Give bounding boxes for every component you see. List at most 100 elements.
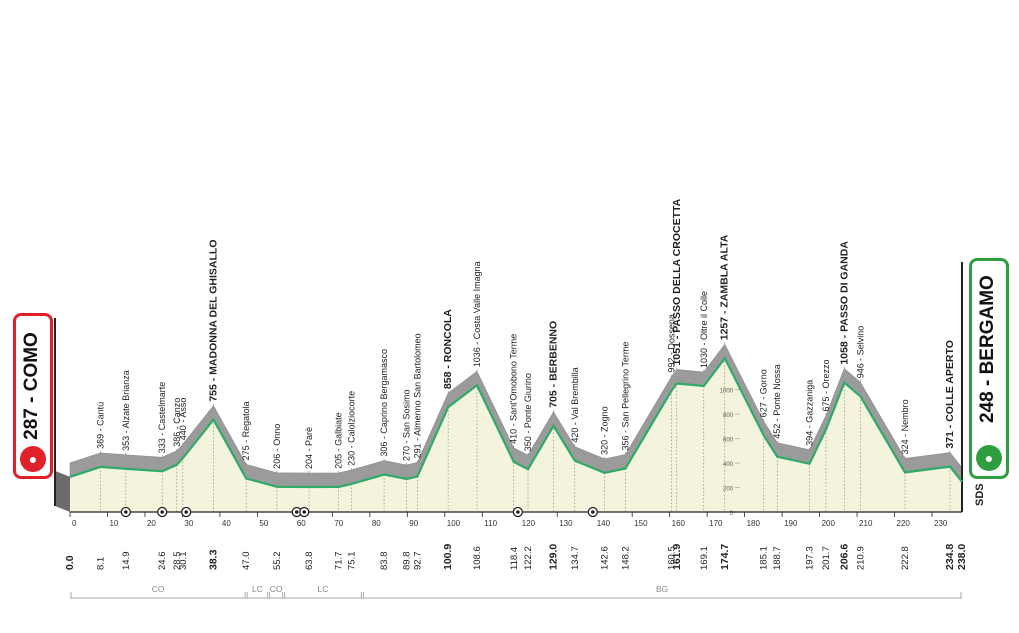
x-tick-label: 230 (934, 519, 948, 528)
km-marker-label: 83.8 (379, 552, 390, 571)
km-marker-label: 24.6 (157, 552, 168, 571)
feed-zone-icon-dot (591, 510, 595, 514)
province-label: BG (656, 584, 668, 594)
waypoint-label: 675 - Orezzo (821, 359, 831, 411)
waypoint-label: 946 - Selvino (855, 326, 865, 379)
brand-logo: SDS (974, 483, 986, 506)
x-tick-label: 120 (522, 519, 536, 528)
profile-line (69, 356, 963, 489)
km-marker-label: 206.6 (838, 544, 850, 570)
x-tick-label: 50 (259, 519, 268, 528)
x-tick-label: 20 (147, 519, 156, 528)
km-marker-label: 122.2 (523, 546, 534, 570)
waypoint-label: 206 - Onno (272, 424, 282, 469)
km-marker-label: 108.6 (472, 546, 483, 570)
waypoint-label: 386 - Canzo (172, 398, 182, 447)
km-marker-label: 210.9 (855, 546, 866, 570)
x-tick-label: 140 (597, 519, 611, 528)
waypoint-label: 410 - Sant'Omobono Terme (509, 334, 519, 444)
feed-zone-icon-dot (160, 510, 164, 514)
x-tick-label: 160 (672, 519, 686, 528)
finish-badge: 248 - BERGAMO ● (969, 258, 1009, 479)
waypoint-label: 306 - Caprino Bergamasco (379, 349, 389, 457)
province-label: LC (252, 584, 263, 594)
waypoint-label: 420 - Val Brembilla (570, 367, 580, 442)
km-marker-label: 92.7 (412, 552, 423, 571)
km-marker-label: 234.8 (944, 544, 956, 570)
km-marker-label: 118.4 (509, 547, 520, 570)
elevation-tick-label: 0 (730, 511, 734, 517)
x-tick-label: 100 (447, 519, 461, 528)
waypoint-label: 324 - Nembro (900, 399, 910, 454)
elevation-tick-label: 1000 (720, 389, 734, 395)
km-marker-label: 38.3 (208, 549, 220, 570)
waypoint-label: 1257 - ZAMBLA ALTA (719, 234, 731, 340)
waypoint-label: 270 - San Sosimo (402, 389, 412, 461)
elevation-tick-label: 800 (723, 413, 734, 419)
km-marker-label: 160.5 (667, 546, 678, 570)
x-tick-label: 10 (109, 519, 118, 528)
waypoint-label: 275 - Regatola (241, 401, 251, 460)
waypoint-label: 440 - Asso (178, 398, 188, 441)
cyclist-icon: ● (20, 446, 46, 472)
waypoint-label: 369 - Cantù (95, 402, 105, 449)
waypoint-label: 350 - Ponte Giurino (523, 373, 533, 451)
km-marker-label: 238.0 (956, 544, 968, 570)
waypoint-label: 1036 - Costa Valle Imagna (472, 261, 482, 367)
km-marker-label: 188.7 (772, 546, 783, 570)
km-marker-label: 14.9 (121, 552, 132, 571)
km-marker-label: 169.1 (699, 546, 710, 570)
km-marker-label: 174.7 (719, 544, 731, 570)
waypoint-label: 1030 - Oltre il Colle (699, 291, 709, 368)
waypoint-label: 394 - Gazzaniga (804, 380, 814, 446)
feed-zone-icon-dot (294, 510, 299, 514)
elevation-tick-label: 600 (723, 438, 734, 444)
km-marker-label: 129.0 (547, 544, 559, 570)
x-tick-label: 110 (484, 519, 497, 528)
waypoint-label: 1058 - PASSO DI GANDA (838, 241, 850, 365)
finish-label: 248 - BERGAMO (977, 275, 998, 423)
x-tick-label: 90 (409, 519, 418, 528)
km-marker-label: 75.1 (346, 552, 357, 571)
waypoint-label: 627 - Gorno (759, 369, 769, 417)
km-marker-label: 71.7 (334, 552, 345, 571)
x-tick-label: 220 (897, 519, 911, 528)
waypoint-label: 205 - Galbiate (334, 412, 344, 469)
x-tick-label: 210 (859, 519, 873, 528)
km-marker-label: 63.8 (304, 552, 315, 571)
x-tick-label: 0 (72, 519, 77, 528)
cyclist-icon: ● (976, 445, 1002, 471)
waypoint-label: 320 - Zogno (599, 406, 609, 455)
province-label: CO (152, 584, 165, 594)
km-marker-label: 134.7 (570, 546, 581, 570)
x-tick-label: 150 (634, 519, 648, 528)
km-marker-label: 201.7 (821, 546, 832, 570)
km-marker-label: 47.0 (241, 552, 252, 571)
km-marker-label: 30.1 (178, 552, 189, 571)
waypoint-label: 992 - Dossena (667, 314, 677, 373)
start-badge: 287 - COMO ● (13, 313, 53, 479)
km-marker-label: 0.0 (64, 555, 76, 570)
feed-zone-icon-dot (184, 510, 188, 514)
x-tick-label: 170 (709, 519, 723, 528)
waypoint-label: 356 - San Pellegrino Terme (620, 342, 630, 451)
feed-zone-icon-dot (302, 510, 307, 514)
km-marker-label: 55.2 (272, 552, 283, 571)
waypoint-label: 452 - Ponte Nossa (772, 364, 782, 439)
km-marker-label: 197.3 (804, 546, 815, 570)
province-label: CO (270, 584, 283, 594)
km-marker-label: 8.1 (95, 557, 106, 570)
km-marker-label: 185.1 (759, 546, 770, 570)
waypoint-label: 204 - Parè (304, 427, 314, 469)
km-marker-label: 142.6 (599, 546, 610, 570)
waypoint-label: 333 - Castelmarte (157, 382, 167, 454)
waypoint-label: 371 - COLLE APERTO (944, 340, 956, 449)
km-marker-label: 161.9 (671, 544, 683, 570)
elevation-tick-label: 200 (723, 487, 734, 493)
start-wall (55, 470, 70, 512)
x-tick-label: 190 (784, 519, 798, 528)
waypoint-label: 291 - Almenno San Bartolomeo (412, 333, 422, 458)
waypoint-label: 755 - MADONNA DEL GHISALLO (208, 239, 220, 401)
km-marker-label: 222.8 (900, 546, 911, 570)
km-marker-label: 89.8 (402, 552, 413, 571)
